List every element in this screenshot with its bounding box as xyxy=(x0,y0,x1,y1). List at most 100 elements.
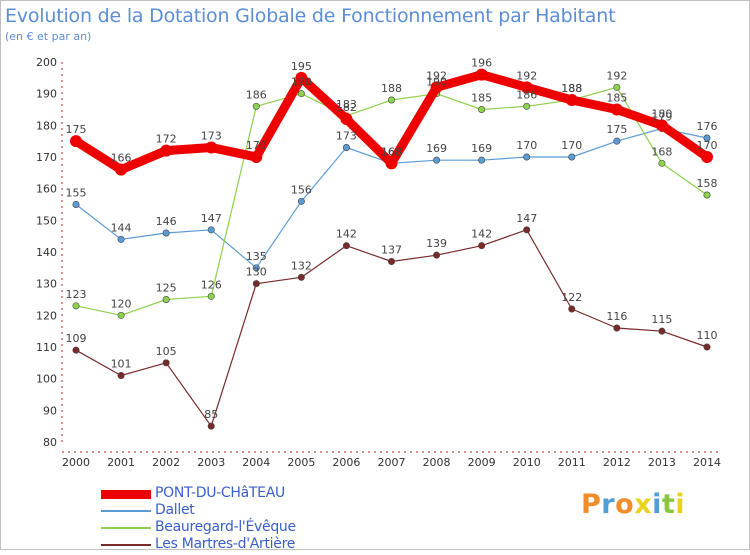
data-point xyxy=(387,96,395,104)
y-tick-label: 200 xyxy=(36,56,57,69)
data-point xyxy=(523,102,531,110)
data-label: 120 xyxy=(111,297,132,310)
data-label: 142 xyxy=(336,228,357,241)
legend-label: Les Martres-d'Artière xyxy=(155,536,296,552)
data-point xyxy=(297,197,305,205)
data-label: 85 xyxy=(204,408,218,421)
y-tick-label: 100 xyxy=(36,373,57,386)
legend-swatch xyxy=(101,510,151,512)
proxiti-logo: Proxiti xyxy=(581,489,685,520)
data-label: 126 xyxy=(201,278,222,291)
data-label: 109 xyxy=(66,332,87,345)
x-tick-label: 2002 xyxy=(152,456,180,469)
data-point xyxy=(520,81,533,94)
data-point xyxy=(252,280,260,288)
data-labels-layer: 155 144 146 147 135 156 173 168 169 169 170 170 175 1… xyxy=(66,57,718,421)
data-point xyxy=(478,242,486,250)
data-label: 192 xyxy=(606,69,627,82)
y-tick-label: 90 xyxy=(43,404,57,417)
data-label: 175 xyxy=(606,123,627,136)
logo-letter: t xyxy=(661,489,676,520)
data-point xyxy=(523,226,531,234)
data-label: 139 xyxy=(426,237,447,250)
data-label: 182 xyxy=(336,101,357,114)
data-point xyxy=(613,83,621,91)
data-label: 147 xyxy=(201,212,222,225)
y-tick-label: 150 xyxy=(36,214,57,227)
legend-swatch xyxy=(101,527,151,529)
data-label: 146 xyxy=(156,215,177,228)
data-label: 188 xyxy=(561,82,582,95)
data-point xyxy=(568,153,576,161)
data-label: 116 xyxy=(606,310,627,323)
y-tick-label: 80 xyxy=(43,436,57,449)
data-point xyxy=(72,201,80,209)
data-label: 147 xyxy=(516,212,537,225)
data-label: 188 xyxy=(561,82,582,95)
logo-letter: i xyxy=(652,489,662,520)
data-label: 169 xyxy=(471,142,492,155)
data-point xyxy=(162,295,170,303)
data-label: 179 xyxy=(651,111,672,124)
data-point xyxy=(340,113,353,125)
data-label: 190 xyxy=(426,76,447,89)
data-point xyxy=(478,106,486,114)
data-label: 188 xyxy=(381,82,402,95)
data-point xyxy=(342,242,350,250)
data-label: 186 xyxy=(246,88,267,101)
data-label: 192 xyxy=(516,69,537,82)
data-point xyxy=(433,251,441,259)
data-point xyxy=(117,311,125,319)
data-label: 196 xyxy=(471,57,492,70)
data-label: 192 xyxy=(426,69,447,82)
data-point xyxy=(658,159,666,167)
logo-letter: i xyxy=(675,489,686,520)
data-label: 172 xyxy=(156,133,177,146)
data-point xyxy=(430,81,443,94)
data-point xyxy=(252,264,260,272)
data-point xyxy=(475,68,488,81)
data-point xyxy=(613,324,621,332)
data-point xyxy=(117,235,125,243)
x-tick-label: 2014 xyxy=(693,456,721,469)
y-tick-label: 160 xyxy=(36,183,57,196)
data-label: 169 xyxy=(426,142,447,155)
x-tick-label: 2012 xyxy=(603,456,631,469)
data-label: 155 xyxy=(66,187,87,200)
data-point xyxy=(250,151,263,163)
data-label: 125 xyxy=(156,282,177,295)
data-label: 168 xyxy=(651,145,672,158)
data-label: 142 xyxy=(471,228,492,241)
data-point xyxy=(387,257,395,265)
x-tick-label: 2007 xyxy=(378,456,406,469)
data-label: 186 xyxy=(516,88,537,101)
data-point xyxy=(385,157,398,170)
data-point xyxy=(117,371,125,379)
data-label: 195 xyxy=(291,60,312,73)
data-point xyxy=(115,163,128,176)
data-label: 166 xyxy=(111,152,132,165)
logo-letter: x xyxy=(634,489,653,520)
x-tick-label: 2004 xyxy=(242,456,270,469)
data-label: 170 xyxy=(516,139,537,152)
data-label: 176 xyxy=(697,120,718,133)
legend-label: Dallet xyxy=(155,502,195,518)
data-label: 173 xyxy=(336,130,357,143)
data-point xyxy=(252,102,260,110)
data-point xyxy=(297,90,305,98)
data-point xyxy=(342,144,350,152)
data-label: 110 xyxy=(697,329,718,342)
y-tick-label: 130 xyxy=(36,278,57,291)
data-point xyxy=(207,292,215,300)
data-label: 123 xyxy=(66,288,87,301)
data-label: 115 xyxy=(651,313,672,326)
x-tick-label: 2009 xyxy=(468,456,496,469)
logo-letter: o xyxy=(615,489,635,520)
data-label: 122 xyxy=(561,291,582,304)
data-label: 170 xyxy=(246,139,267,152)
data-label: 190 xyxy=(291,76,312,89)
data-label: 158 xyxy=(697,177,718,190)
data-point xyxy=(162,359,170,367)
data-label: 101 xyxy=(111,358,132,371)
data-label: 135 xyxy=(246,250,267,263)
